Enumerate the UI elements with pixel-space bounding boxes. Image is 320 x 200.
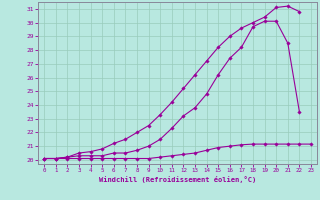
X-axis label: Windchill (Refroidissement éolien,°C): Windchill (Refroidissement éolien,°C): [99, 176, 256, 183]
